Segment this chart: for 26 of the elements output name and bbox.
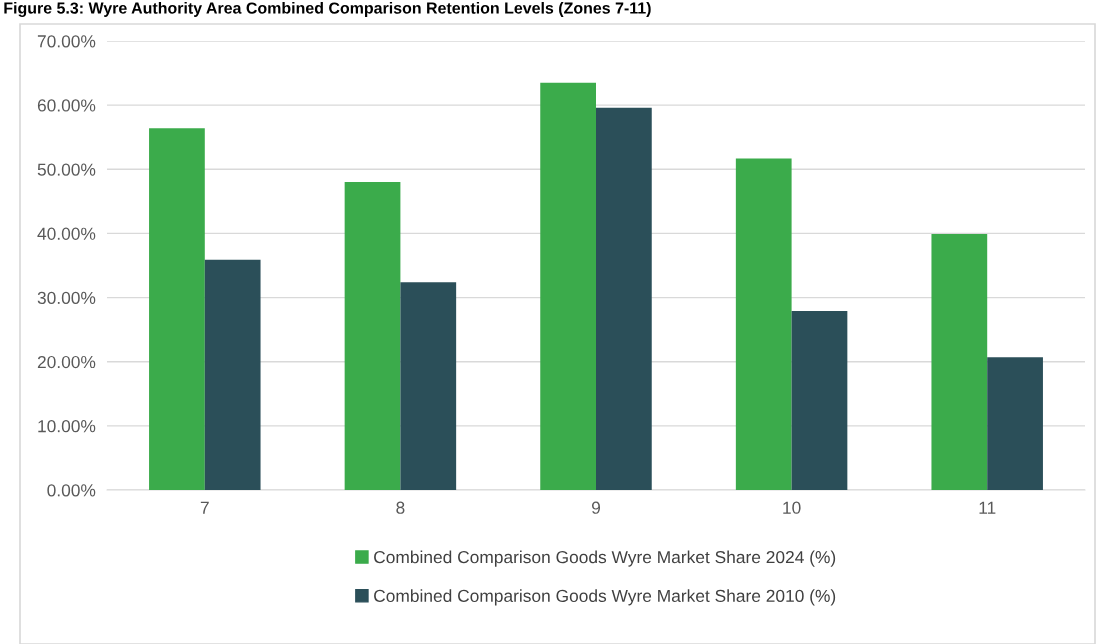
bar xyxy=(596,107,652,490)
bar xyxy=(735,158,792,490)
x-tick-label: 11 xyxy=(979,501,996,514)
bar xyxy=(931,234,988,490)
y-tick-label: 60.00% xyxy=(37,99,96,112)
bar xyxy=(987,357,1043,490)
bar xyxy=(204,259,261,490)
bar xyxy=(344,182,401,490)
bar xyxy=(540,82,596,490)
y-tick-label: 10.00% xyxy=(38,420,96,433)
y-tick-label: 20.00% xyxy=(37,355,96,369)
y-tick-label: 70.00% xyxy=(37,35,96,48)
y-tick-label: 30.00% xyxy=(37,291,96,305)
bar xyxy=(400,282,457,490)
y-tick-label: 0.00% xyxy=(47,484,96,497)
legend-label: Combined Comparison Goods Wyre Market Share 2024 (%) xyxy=(374,550,836,567)
x-tick-label: 10 xyxy=(783,501,801,514)
chart-title: Figure 5.3: Wyre Authority Area Combined Comparison Retention Levels (Zones 7-11) xyxy=(4,2,651,17)
y-tick-label: 40.00% xyxy=(37,227,96,240)
bar xyxy=(149,128,205,490)
bar xyxy=(791,311,848,490)
legend-label: Combined Comparison Goods Wyre Market Share 2010 (%) xyxy=(374,589,836,606)
x-tick-label: 8 xyxy=(396,501,405,514)
x-tick-label: 9 xyxy=(591,501,601,514)
x-tick-label: 7 xyxy=(200,501,209,514)
y-tick-label: 50.00% xyxy=(37,163,96,176)
